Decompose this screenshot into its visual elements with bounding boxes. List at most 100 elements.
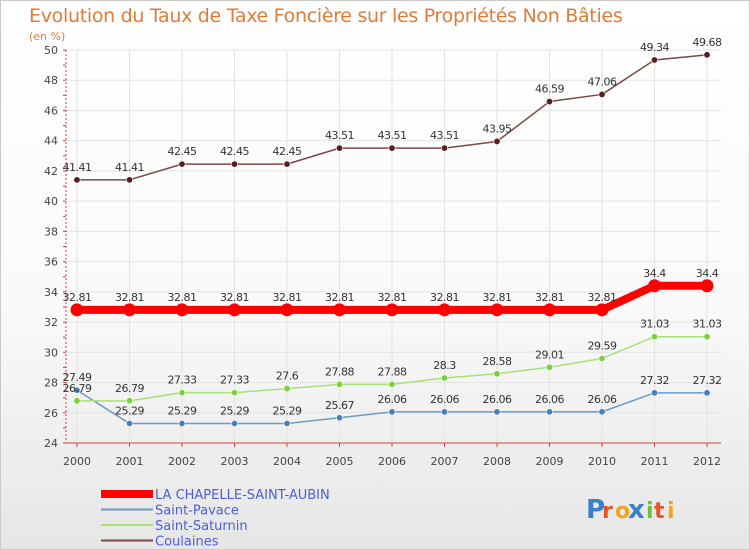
data-label: 41.41 <box>63 161 92 174</box>
data-label: 34.4 <box>696 267 719 280</box>
data-label: 25.29 <box>115 405 144 418</box>
data-point <box>70 303 84 317</box>
data-label: 32.81 <box>483 291 512 304</box>
data-label: 26.06 <box>535 393 564 406</box>
data-label: 27.32 <box>640 374 669 387</box>
data-label: 28.3 <box>433 359 456 372</box>
x-tick-label: 2008 <box>483 455 511 468</box>
data-label: 32.81 <box>273 291 302 304</box>
data-label: 25.29 <box>220 405 249 418</box>
data-label: 42.45 <box>168 145 197 158</box>
data-label: 27.88 <box>378 365 407 378</box>
data-label: 27.49 <box>63 371 92 384</box>
x-tick-label: 2003 <box>221 455 249 468</box>
data-point <box>231 160 239 168</box>
legend-label: Saint-Pavace <box>155 504 239 519</box>
legend-label: Coulaines <box>155 535 219 550</box>
data-label: 34.4 <box>643 267 666 280</box>
y-tick-label: 44 <box>44 135 58 148</box>
data-label: 27.33 <box>220 374 249 387</box>
data-point <box>178 420 186 428</box>
data-label: 26.06 <box>483 393 512 406</box>
x-tick-label: 2002 <box>168 455 196 468</box>
logo-letter: P <box>586 495 605 525</box>
data-point <box>231 420 239 428</box>
y-tick-label: 26 <box>44 407 58 420</box>
data-label: 42.45 <box>273 145 302 158</box>
data-point <box>73 397 81 405</box>
data-point <box>598 90 606 98</box>
data-point <box>650 56 658 64</box>
data-label: 27.32 <box>693 374 722 387</box>
data-point <box>598 355 606 363</box>
data-point <box>700 279 714 293</box>
data-point <box>333 303 346 317</box>
data-point <box>493 370 501 378</box>
data-point <box>385 303 399 317</box>
data-point <box>388 408 396 416</box>
data-point <box>545 363 553 371</box>
data-point <box>178 160 186 168</box>
data-point <box>126 420 134 428</box>
data-point <box>388 144 396 152</box>
data-label: 32.81 <box>220 291 249 304</box>
y-tick-label: 46 <box>44 104 58 117</box>
axis-layer: 24 26 28 30 32 34 36 38 40 42 44 46 48 50 2000 2001 2002… <box>44 44 721 468</box>
data-point <box>388 380 396 388</box>
data-label: 49.68 <box>693 36 722 49</box>
series-layer <box>70 51 714 428</box>
x-tick-label: 2009 <box>536 455 564 468</box>
data-point <box>283 160 291 168</box>
data-label: 25.29 <box>273 405 302 418</box>
data-point <box>650 389 658 397</box>
data-label: 41.41 <box>115 161 144 174</box>
data-point <box>175 303 189 317</box>
data-point <box>493 137 501 145</box>
x-tick-label: 2000 <box>63 455 91 468</box>
x-tick-label: 2006 <box>378 455 406 468</box>
data-label: 31.03 <box>640 318 669 331</box>
logo-letter: t <box>654 499 665 524</box>
data-label: 49.34 <box>640 41 669 54</box>
data-label: 43.51 <box>325 129 354 142</box>
data-label: 32.81 <box>588 291 617 304</box>
data-point <box>335 144 343 152</box>
data-label: 29.59 <box>588 340 617 353</box>
data-point <box>283 385 291 393</box>
y-tick-label: 36 <box>44 256 58 269</box>
data-label: 32.81 <box>168 291 197 304</box>
data-label: 26.06 <box>588 393 617 406</box>
data-point <box>178 389 186 397</box>
y-unit-label: (en %) <box>29 30 66 43</box>
data-label: 43.51 <box>378 129 407 142</box>
y-tick-label: 24 <box>44 437 58 450</box>
legend: LA CHAPELLE-SAINT-AUBINSaint-PavaceSaint… <box>101 488 330 549</box>
data-label: 29.01 <box>535 348 564 361</box>
data-point <box>595 303 609 317</box>
y-tick-label: 32 <box>44 316 58 329</box>
logo-letter: i <box>646 499 654 524</box>
data-label: 32.81 <box>378 291 407 304</box>
data-label: 26.79 <box>63 382 92 395</box>
label-layer: 32.81 32.81 32.81 32.81 32.81 32.81 32.81 32.81… <box>63 36 723 418</box>
data-point <box>335 414 343 422</box>
x-tick-label: 2007 <box>431 455 459 468</box>
grid-layer <box>66 49 721 444</box>
logo-letter: r <box>602 499 613 524</box>
logo-letter: o <box>615 499 630 524</box>
data-label: 32.81 <box>325 291 354 304</box>
data-label: 43.95 <box>483 122 512 135</box>
legend-label: Saint-Saturnin <box>155 519 248 534</box>
data-point <box>490 303 504 317</box>
data-point <box>543 303 556 317</box>
data-point <box>228 303 241 317</box>
proxiti-logo: Pr ox i t i <box>586 495 675 525</box>
y-tick-label: 30 <box>44 346 58 359</box>
y-tick-label: 28 <box>44 377 58 390</box>
data-label: 26.06 <box>378 393 407 406</box>
data-point <box>598 408 606 416</box>
data-point <box>126 176 134 184</box>
data-label: 26.06 <box>430 393 459 406</box>
